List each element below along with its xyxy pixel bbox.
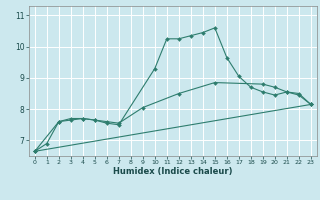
- X-axis label: Humidex (Indice chaleur): Humidex (Indice chaleur): [113, 167, 233, 176]
